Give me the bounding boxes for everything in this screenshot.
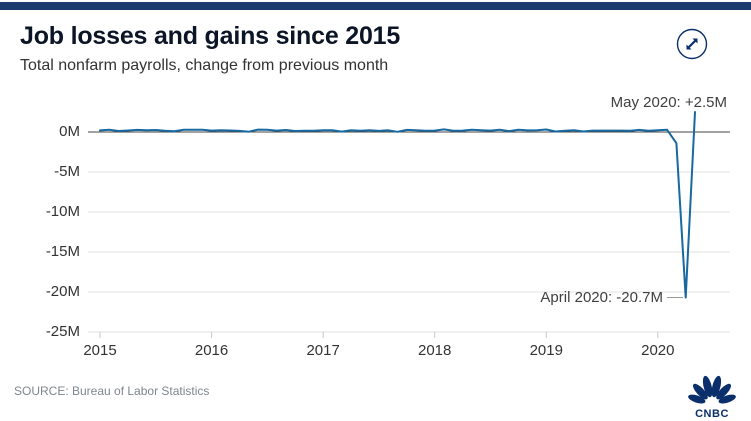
peacock-icon [688,375,736,404]
x-tick-label: 2016 [194,342,229,359]
annotation-may-2020: May 2020: +2.5M [610,94,727,111]
cnbc-logo-text: CNBC [695,408,729,420]
y-tick-label: -15M [45,243,80,260]
y-tick-label: -10M [45,203,80,220]
annotation-april-2020: April 2020: -20.7M [540,289,663,306]
chart-title: Job losses and gains since 2015 [20,22,401,50]
chart-subtitle: Total nonfarm payrolls, change from prev… [20,57,389,74]
cnbc-logo: CNBC [686,374,738,420]
y-tick-label: -25M [45,323,80,340]
y-tick-label: -20M [45,283,80,300]
y-tick-label: 0M [59,123,80,140]
y-tick-label: -5M [54,163,80,180]
x-tick-label: 2015 [83,342,117,359]
source-caption: SOURCE: Bureau of Labor Statistics [14,384,210,398]
x-tick-label: 2018 [418,342,452,359]
x-tick-label: 2017 [306,342,340,359]
expand-chart-button[interactable] [676,28,708,60]
x-tick-label: 2020 [641,342,675,359]
expand-arrows-icon [676,28,708,60]
payrolls-series-line [99,111,696,299]
top-accent-bar [0,2,751,10]
x-tick-label: 2019 [529,342,563,359]
